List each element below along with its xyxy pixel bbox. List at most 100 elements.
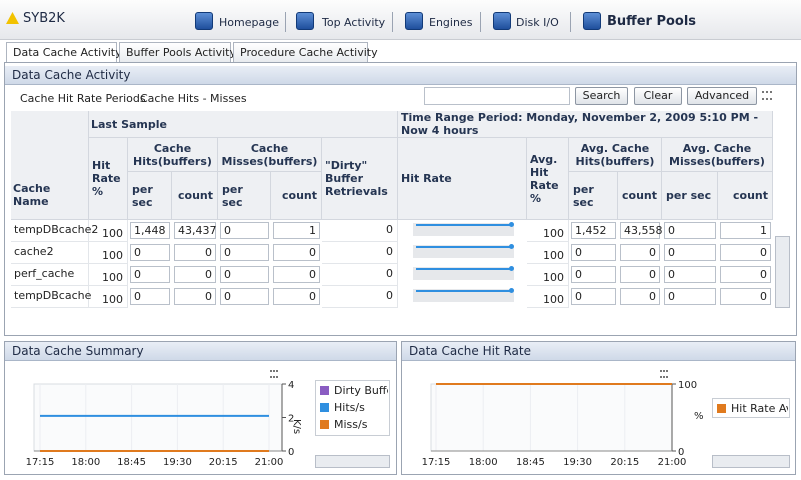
- table-scrollbar[interactable]: [775, 236, 790, 308]
- sparkline-dot: [509, 288, 514, 293]
- legend-swatch: [320, 420, 329, 429]
- table-cell: 0: [322, 220, 398, 242]
- sparkline-dot: [509, 266, 514, 271]
- col-header: Avg. Hit Rate %: [527, 138, 569, 220]
- nav-link[interactable]: Engines: [429, 16, 473, 29]
- sparkline-dot: [509, 244, 514, 249]
- legend-swatch: [320, 403, 329, 412]
- col-header: Cache Hits(buffers): [128, 138, 218, 172]
- table-cell: 0: [322, 264, 398, 286]
- nav-icon[interactable]: [493, 12, 511, 30]
- table-cell: 1,448: [130, 222, 170, 239]
- sparkline: [416, 224, 511, 226]
- table-cell: 1: [273, 222, 320, 239]
- nav-link[interactable]: Homepage: [219, 16, 279, 29]
- table-cell: 0: [620, 244, 660, 261]
- col-header: Cache Misses(buffers): [218, 138, 322, 172]
- table-cell: 43,437: [174, 222, 217, 239]
- sparkline-bg: [413, 289, 514, 302]
- nav-link[interactable]: Disk I/O: [516, 16, 559, 29]
- sparkline: [416, 246, 511, 248]
- table-cell: cache2: [11, 242, 89, 264]
- table-cell: 0: [220, 266, 269, 283]
- col-header: Cache Name: [11, 111, 89, 220]
- chart-title: Data Cache Summary: [5, 342, 396, 361]
- table-cell: 100: [527, 264, 569, 286]
- tab[interactable]: Data Cache Activity: [6, 42, 122, 63]
- sparkline: [416, 268, 511, 270]
- legend-swatch: [320, 386, 329, 395]
- table-cell: 0: [322, 242, 398, 264]
- menu-icon[interactable]: [762, 91, 772, 100]
- col-header: Avg. Cache Hits(buffers): [569, 138, 662, 172]
- nav-separator: [570, 12, 571, 32]
- nav-icon[interactable]: [195, 12, 213, 30]
- legend-label: Hit Rate Ave: [731, 402, 788, 415]
- table-cell: 0: [273, 288, 320, 305]
- table-cell: 0: [571, 244, 616, 261]
- subcol-header: count: [618, 172, 662, 220]
- tab[interactable]: Buffer Pools Activity: [119, 42, 236, 62]
- table-cell: perf_cache: [11, 264, 89, 286]
- toolbar-link[interactable]: Cache Hits - Misses: [140, 92, 247, 105]
- header: [0, 0, 801, 40]
- group-header: Last Sample: [89, 111, 398, 138]
- nav-link[interactable]: Buffer Pools: [607, 14, 697, 29]
- sparkline-bg: [413, 223, 514, 236]
- legend-label: Hits/s: [334, 401, 365, 414]
- chart-scrollbar[interactable]: [315, 455, 390, 468]
- table-cell: 1,452: [571, 222, 616, 239]
- button[interactable]: Search: [575, 87, 628, 105]
- table-cell: 0: [664, 288, 716, 305]
- table-cell: 0: [174, 244, 216, 261]
- table-cell: 0: [664, 222, 716, 239]
- table-cell: 100: [89, 264, 128, 286]
- col-header: Avg. Cache Misses(buffers): [662, 138, 773, 172]
- subcol-header: per sec: [218, 172, 271, 220]
- table-cell: 100: [89, 220, 128, 242]
- panel-title: Data Cache Activity: [5, 66, 796, 85]
- table-cell: 0: [130, 266, 170, 283]
- legend-label: Miss/s: [334, 418, 368, 431]
- table-cell: tempDBcache2: [11, 220, 98, 242]
- nav-icon[interactable]: [583, 12, 601, 30]
- table-cell: 0: [130, 288, 170, 305]
- table-cell: 0: [220, 222, 269, 239]
- subcol-header: count: [172, 172, 218, 220]
- legend-swatch: [717, 404, 726, 413]
- table-cell: 100: [89, 242, 128, 264]
- table-cell: 0: [720, 288, 771, 305]
- nav-link[interactable]: Top Activity: [322, 16, 386, 29]
- legend: [712, 398, 790, 418]
- table-cell: 100: [527, 286, 569, 308]
- sparkline-bg: [413, 245, 514, 258]
- target-title: SYB2K: [23, 11, 65, 26]
- table-cell: 0: [322, 286, 398, 308]
- sparkline-dot: [509, 222, 514, 227]
- chart-title: Data Cache Hit Rate: [402, 342, 795, 361]
- chart-menu-icon[interactable]: [270, 370, 278, 378]
- table-cell: 0: [174, 266, 216, 283]
- table-cell: 0: [620, 288, 660, 305]
- chart-menu-icon[interactable]: [660, 370, 668, 378]
- nav-separator: [285, 12, 286, 32]
- table-cell: 0: [174, 288, 216, 305]
- nav-separator: [392, 12, 393, 32]
- table-cell: 0: [220, 244, 269, 261]
- nav-icon[interactable]: [405, 12, 423, 30]
- table-cell: 43,558: [620, 222, 663, 239]
- tab[interactable]: Procedure Cache Activity: [233, 42, 378, 62]
- table-cell: 1: [720, 222, 771, 239]
- search-input[interactable]: [424, 87, 570, 105]
- table-cell: 0: [571, 288, 616, 305]
- button[interactable]: Clear: [634, 87, 682, 105]
- table-cell: 0: [571, 266, 616, 283]
- nav-icon[interactable]: [296, 12, 314, 30]
- legend-label: Dirty Buffer: [334, 384, 388, 397]
- chart-scrollbar[interactable]: [712, 455, 790, 468]
- toolbar-link[interactable]: Cache Hit Rate Periods: [20, 92, 146, 105]
- button[interactable]: Advanced: [687, 87, 757, 105]
- nav-separator: [480, 12, 481, 32]
- table-cell: 0: [273, 266, 320, 283]
